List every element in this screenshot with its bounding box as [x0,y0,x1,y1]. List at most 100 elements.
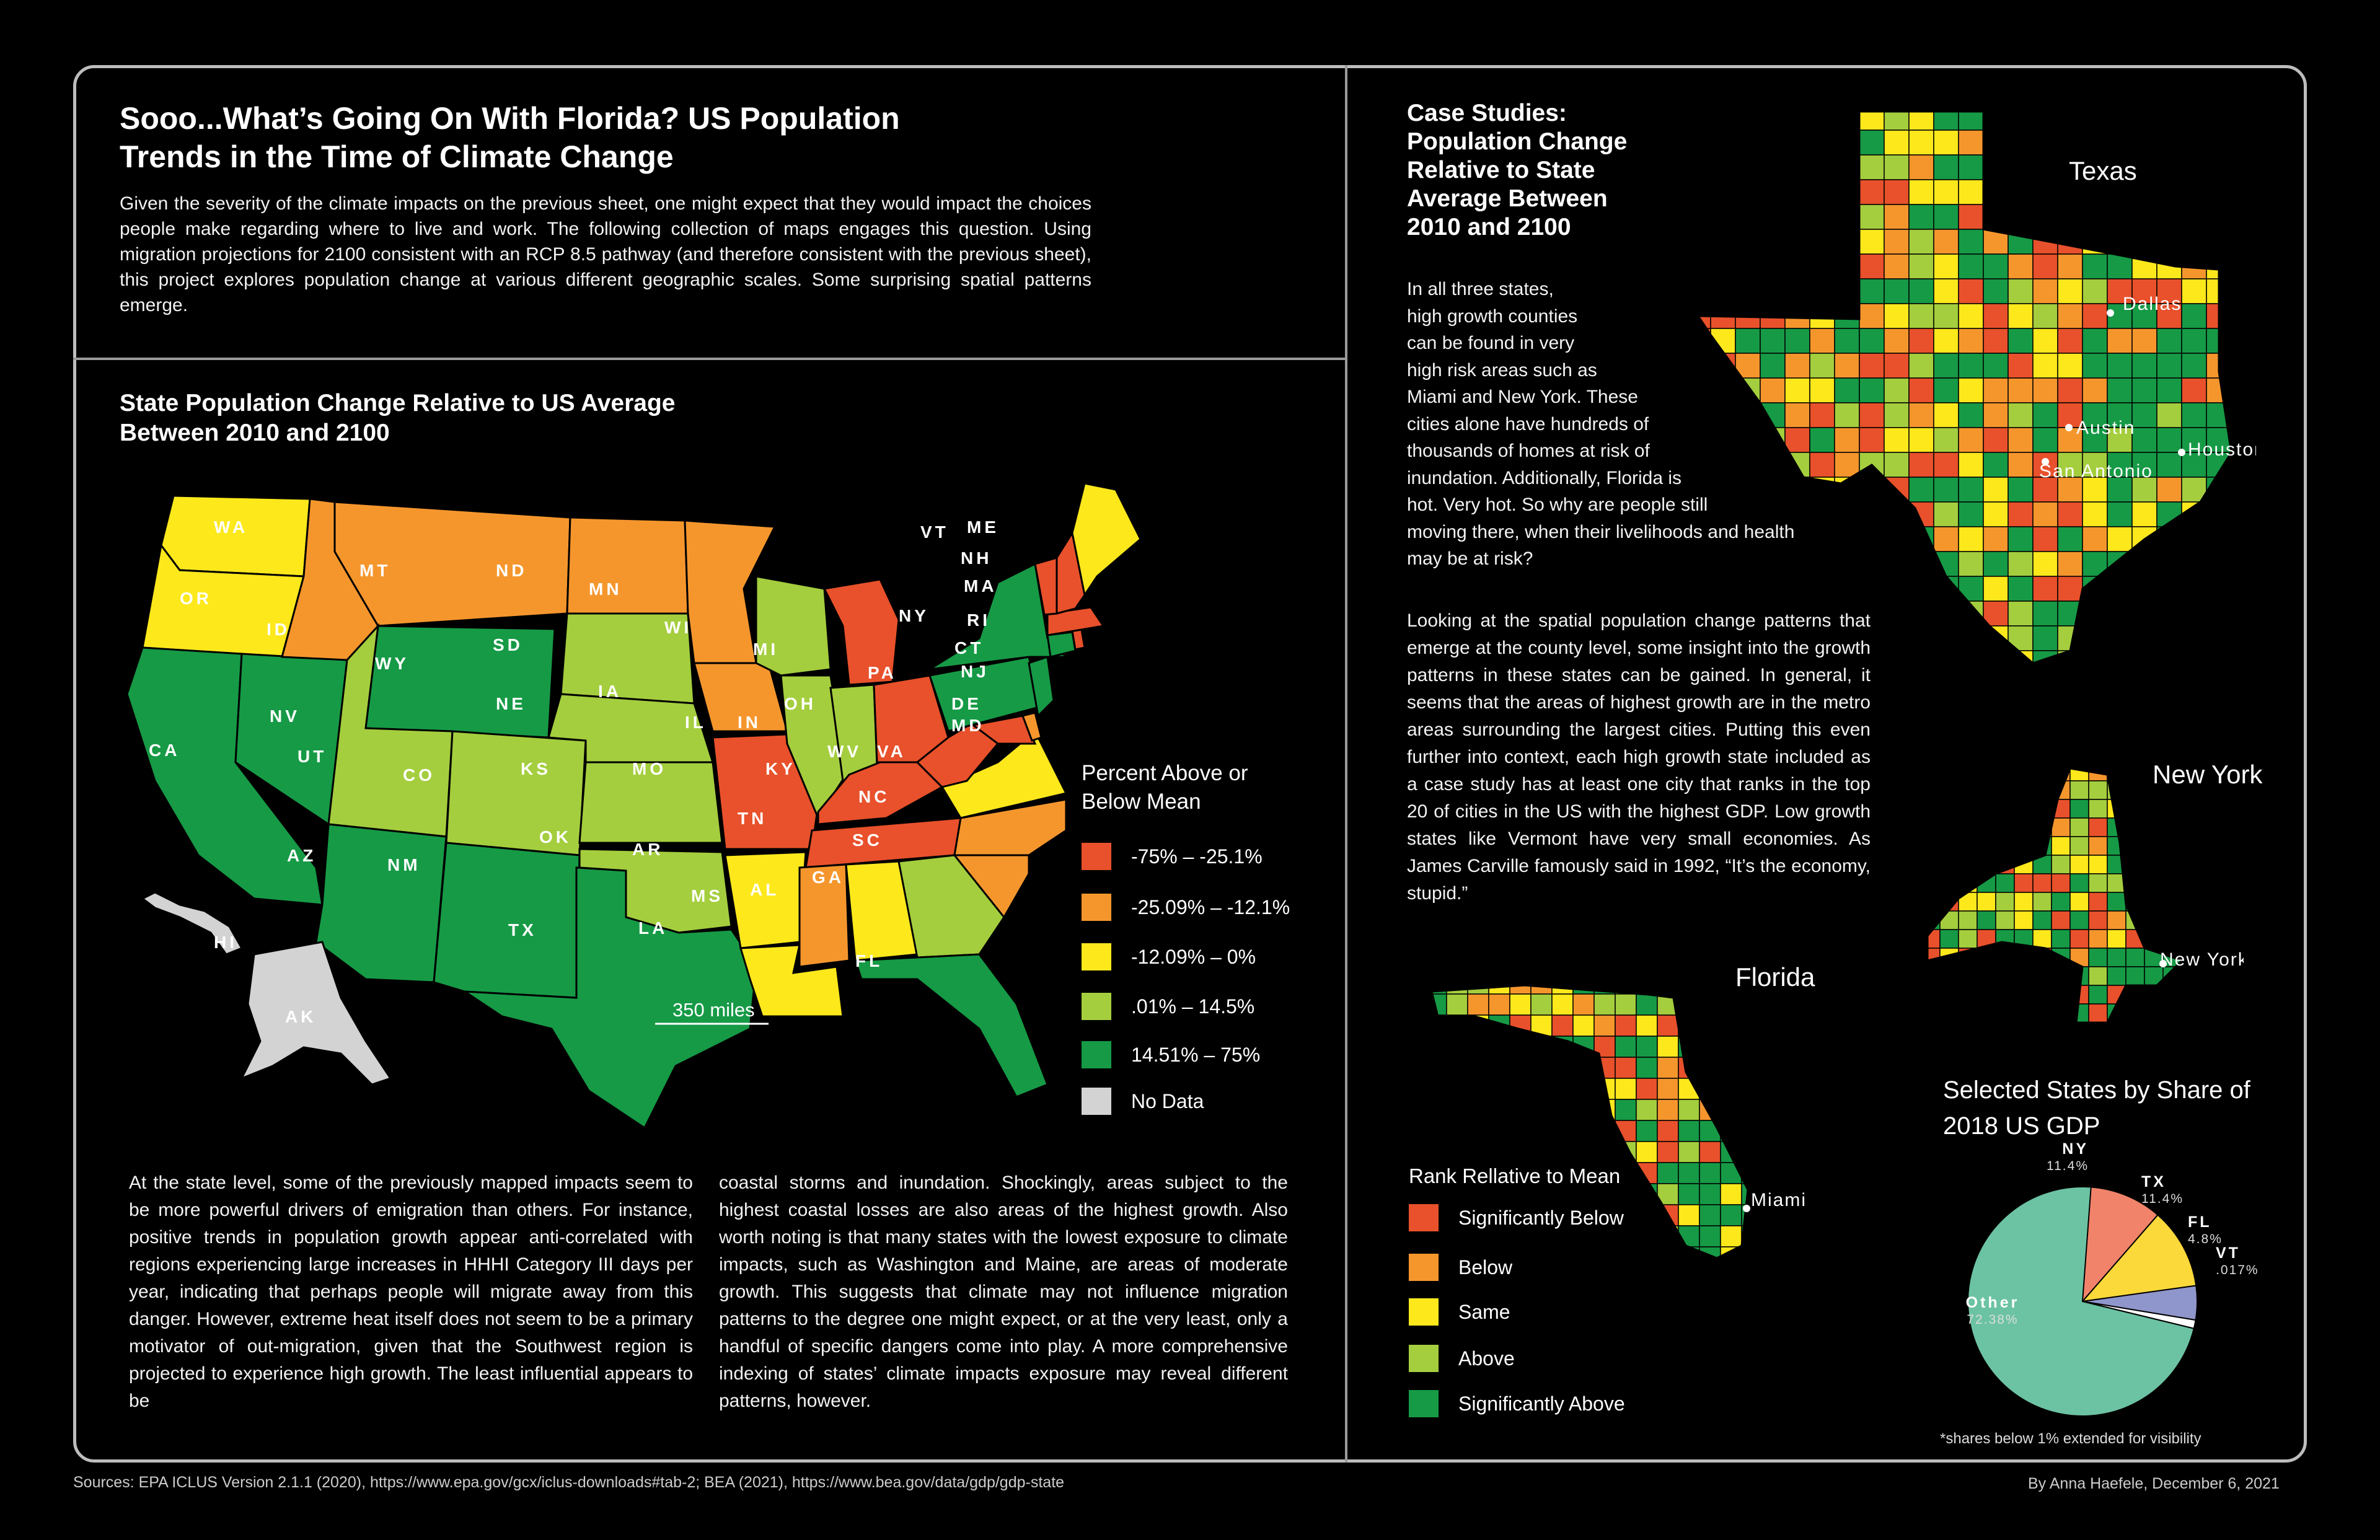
map-label-wi: WI [664,618,692,637]
county-cell [1657,985,1679,995]
county-cell [1809,303,1835,329]
county-cell [1720,1225,1742,1247]
county-cell [2008,526,2034,552]
county-cell [1678,1057,1700,1079]
county-cell [2131,601,2157,627]
county-cell [1741,993,1748,1016]
map-label-az: AZ [287,846,316,865]
county-cell [1908,204,1934,230]
county-cell [1809,551,1835,577]
county-cell [2107,353,2133,379]
county-cell [2144,855,2164,874]
county-cell [1432,1014,1447,1037]
pie-label-vt: VT [2216,1244,2241,1262]
county-cell [2032,278,2058,304]
county-cell [2231,626,2256,651]
case-paragraph-1: In all three states, high growth countie… [1407,276,1794,573]
county-cell [1760,253,1786,279]
county-cell [1933,402,1959,428]
county-cell [2156,452,2182,478]
county-cell [2231,130,2256,155]
county-cell [2082,526,2108,552]
county-cell [2014,780,2034,800]
county-cell [1859,377,1885,403]
state-VA [940,729,1068,819]
county-cell [1530,993,1553,1016]
state-KS [578,761,723,844]
county-cell [1735,625,1761,651]
county-cell [1884,625,1910,651]
county-cell [1446,1014,1468,1037]
horizontal-divider [73,358,1346,360]
county-cell [2162,836,2182,856]
county-cell [2032,427,2058,453]
county-cell [1735,204,1761,230]
map-label-ok: OK [539,827,571,847]
state-legend-swatch [1082,843,1111,870]
map-label-sc: SC [852,830,883,850]
county-cell [1977,1003,1996,1023]
county-cell [1933,328,1959,354]
county-cell [1908,130,1934,156]
county-cell [2082,650,2108,663]
county-cell [2181,303,2207,329]
county-cell [1615,1078,1637,1100]
county-cell [1572,1099,1595,1121]
county-cell [2057,551,2083,577]
county-cell [2069,910,2089,930]
county-cell [1859,154,1885,180]
pie-label-fl: FL [2188,1213,2212,1231]
county-cell [2032,985,2052,1005]
county-cell [1995,929,2015,949]
county-cell [1928,855,1941,874]
county-cell [1958,328,1984,354]
county-cell [1859,328,1885,354]
title-line-1: Sooo...What’s Going On With Florida? US … [120,101,900,136]
county-cell [1809,253,1835,279]
county-cell [2107,229,2133,255]
county-cell [1983,130,2009,156]
county-cell [2008,501,2034,527]
state-DE [1021,711,1042,742]
county-cell [2144,985,2164,1005]
case-para-line: hot. Very hot. So why are people still [1407,495,1708,515]
county-cell [1977,768,1996,781]
county-cell [2107,650,2133,663]
county-cell [1939,855,1959,874]
county-cell [1572,1014,1595,1037]
county-cell [2008,204,2034,230]
map-label-ar: AR [632,840,663,859]
county-cell [2008,402,2034,428]
county-cell [2014,799,2034,819]
county-cell [2125,780,2145,800]
state-map-title: State Population Change Relative to US A… [120,389,675,448]
county-cell [2057,303,2083,329]
county-cell [2206,427,2231,453]
county-cell [1710,601,1736,627]
county-cell [1741,1141,1748,1163]
county-cell [1809,650,1835,663]
county-cell [1859,402,1885,428]
county-cell [1467,1078,1489,1100]
county-cell [1958,112,1984,131]
county-cell [1446,1120,1468,1142]
county-cell [2206,112,2231,131]
county-cell [1995,966,2015,986]
county-cell [2206,551,2231,577]
county-cell [1432,1078,1447,1100]
county-cell [2008,601,2034,627]
county-cell [1710,452,1736,478]
county-cell [1958,576,1984,602]
new-york-label: New York [2153,760,2263,789]
county-cell [2008,452,2034,478]
new-york-city-dot [2159,960,2167,967]
map-label-me: ME [967,517,999,537]
county-cell [1530,1036,1553,1058]
county-cell [1509,1099,1532,1121]
county-cell [1530,1078,1553,1100]
county-cell [2082,303,2108,329]
map-label-nd: ND [496,561,527,580]
county-cell [1710,427,1736,453]
county-cell [2181,204,2207,230]
county-cell [1908,551,1934,577]
